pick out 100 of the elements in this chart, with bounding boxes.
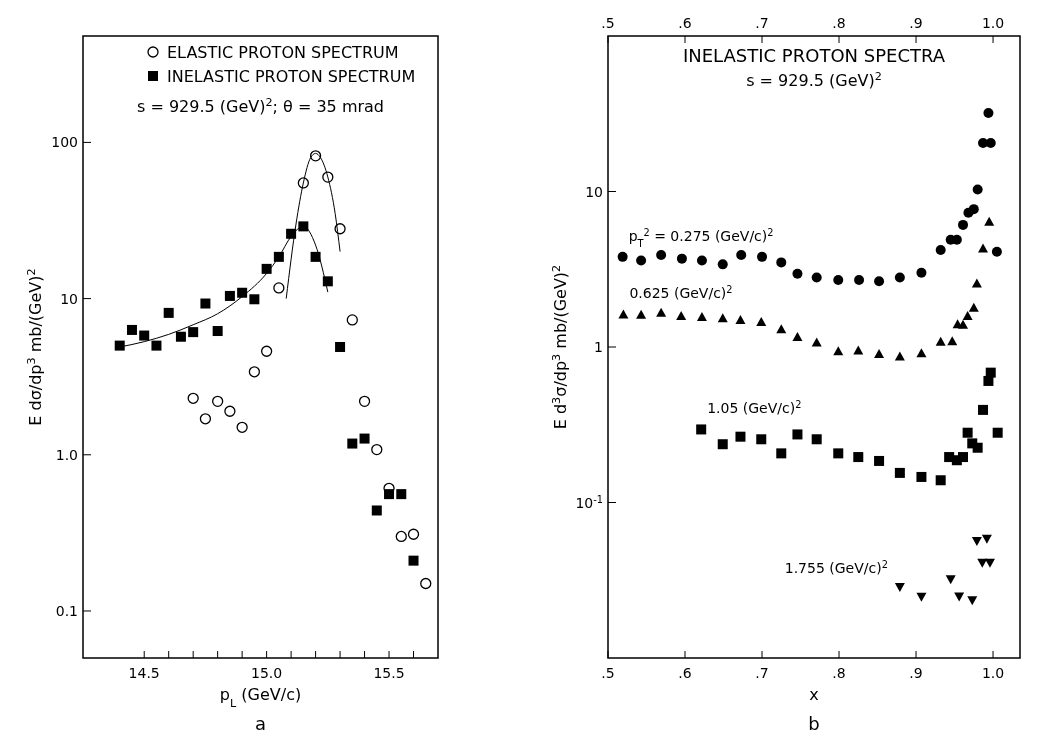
point (792, 331, 803, 341)
point (894, 272, 905, 283)
legend-label: ELASTIC PROTON SPECTRUM (167, 43, 399, 62)
point (776, 324, 787, 334)
point (853, 452, 864, 463)
point (874, 455, 885, 466)
point (371, 505, 382, 516)
point (151, 340, 162, 351)
point (636, 255, 647, 266)
y-tick-label: 0.1 (55, 602, 78, 619)
y-tick-label: 10$^{-1}$ (575, 493, 603, 511)
point (954, 592, 965, 602)
point (972, 184, 983, 195)
point (358, 395, 371, 407)
point (696, 311, 707, 321)
point (735, 431, 746, 442)
legend-label: INELASTIC PROTON SPECTRUM (167, 67, 416, 86)
point (984, 216, 995, 226)
point (618, 309, 629, 319)
point (200, 298, 211, 309)
y-tick-label: 10 (60, 290, 78, 307)
text: s = 929.5 (GeV)$^{2}$; θ = 35 mrad (136, 95, 385, 116)
point (187, 392, 199, 404)
point (359, 433, 370, 444)
point (958, 219, 969, 230)
point (384, 489, 395, 500)
point (248, 366, 261, 378)
text: s = 929.5 (GeV)$^{2}$ (746, 69, 882, 90)
point (126, 324, 137, 335)
point (717, 259, 728, 270)
point (224, 405, 236, 417)
x-tick-label: .9 (909, 15, 923, 31)
point (717, 313, 728, 323)
point (935, 475, 946, 486)
x-tick-label: 14.5 (128, 665, 160, 681)
point (212, 395, 224, 407)
x-tick-label: .6 (678, 15, 692, 31)
point (833, 448, 844, 459)
point (983, 107, 994, 118)
point (617, 251, 628, 262)
point (967, 596, 978, 606)
point (968, 302, 979, 312)
point (874, 349, 885, 359)
point (696, 424, 707, 435)
point (735, 315, 746, 325)
point (756, 316, 767, 326)
point (853, 345, 864, 355)
point (916, 592, 927, 602)
point (756, 434, 767, 445)
point (874, 276, 885, 287)
text: a (254, 713, 267, 734)
point (958, 319, 969, 329)
point (260, 345, 273, 357)
point (757, 251, 768, 262)
point (236, 421, 248, 433)
point (992, 427, 1003, 438)
x-tick-label: .5 (601, 15, 615, 31)
x-tick-label: 15.0 (251, 665, 283, 681)
point (346, 314, 358, 326)
point (396, 489, 407, 500)
point (163, 307, 174, 318)
point (968, 204, 979, 215)
point (985, 367, 996, 378)
point (811, 272, 822, 283)
point (792, 268, 803, 279)
point (811, 434, 822, 445)
x-tick-label: .8 (832, 15, 846, 31)
point (736, 250, 747, 261)
point (395, 530, 407, 543)
point (833, 346, 844, 356)
x-axis-title: x (809, 685, 819, 704)
point (199, 413, 212, 425)
point (981, 534, 992, 544)
y-tick-label: 100 (51, 134, 78, 151)
x-tick-label: 1.0 (981, 15, 1005, 31)
point (972, 442, 983, 453)
series-label: p$_{T}$$^{2}$ = 0.275 (GeV/c)$^{2}$ (628, 226, 774, 249)
point (175, 331, 186, 342)
y-tick-label: 10 (585, 183, 603, 200)
point (408, 555, 419, 566)
point (335, 341, 346, 352)
series-label: 1.05 (GeV/c)$^{2}$ (707, 398, 802, 417)
point (656, 250, 667, 261)
x-tick-label: .7 (755, 15, 769, 31)
point (188, 327, 199, 338)
point (971, 278, 982, 288)
point (991, 246, 1002, 257)
point (916, 267, 927, 278)
point (962, 427, 973, 438)
point (776, 448, 787, 459)
point (676, 253, 687, 264)
point (224, 290, 235, 301)
point (916, 471, 927, 482)
point (792, 429, 803, 440)
point (894, 351, 905, 361)
point (947, 336, 958, 346)
point (273, 282, 285, 294)
point (139, 330, 150, 341)
point (958, 452, 969, 463)
text: b (808, 713, 820, 734)
